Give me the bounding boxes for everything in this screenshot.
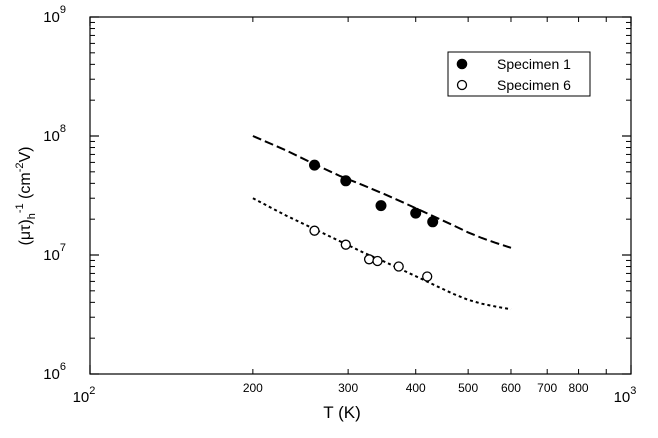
y-major-tick-label: 106 bbox=[43, 361, 66, 383]
data-points bbox=[309, 159, 439, 282]
data-point-series-2 bbox=[372, 255, 383, 267]
tick-exponent: 8 bbox=[60, 123, 66, 135]
plot-area bbox=[89, 16, 632, 375]
data-point-series-2 bbox=[309, 225, 320, 236]
x-minor-tick-label: 400 bbox=[406, 381, 426, 395]
y-label-part: (cm bbox=[17, 172, 34, 203]
data-point-series-2 bbox=[363, 254, 375, 265]
tick-base: 10 bbox=[614, 389, 631, 406]
x-minor-tick-label: 200 bbox=[243, 381, 263, 395]
axis-ticks bbox=[89, 16, 632, 375]
y-label-part: (μτ) bbox=[17, 219, 34, 245]
tick-exponent: 7 bbox=[60, 242, 66, 254]
tick-exponent: 6 bbox=[60, 361, 66, 373]
x-minor-tick-label: 700 bbox=[537, 381, 557, 395]
data-point-series-2 bbox=[393, 261, 404, 272]
y-major-tick-label: 109 bbox=[43, 4, 66, 26]
tick-exponent: 2 bbox=[89, 385, 95, 397]
y-label-subscript: h bbox=[26, 213, 38, 219]
data-point-series-2 bbox=[422, 271, 433, 282]
tick-base: 10 bbox=[43, 247, 60, 264]
tick-base: 10 bbox=[43, 128, 60, 145]
x-minor-tick-label: 800 bbox=[569, 381, 589, 395]
data-point-series-2 bbox=[340, 239, 351, 250]
tick-base: 10 bbox=[43, 366, 60, 383]
x-axis-label: T (K) bbox=[323, 403, 360, 422]
x-minor-tick-label: 500 bbox=[458, 381, 478, 395]
y-axis-label: (μτ)h-1 (cm-2V) bbox=[14, 147, 38, 246]
x-minor-tick-label: 600 bbox=[501, 381, 521, 395]
tick-base: 10 bbox=[73, 389, 90, 406]
tick-exponent: 9 bbox=[60, 4, 66, 16]
legend-label-specimen-1: Specimen 1 bbox=[497, 56, 571, 72]
y-major-tick-label: 107 bbox=[43, 242, 66, 264]
legend-box bbox=[447, 51, 591, 97]
tick-exponent: 3 bbox=[630, 385, 636, 397]
data-point-series-1 bbox=[309, 159, 320, 171]
legend: Specimen 1 Specimen 6 bbox=[447, 51, 591, 97]
y-major-tick-label: 108 bbox=[43, 123, 66, 145]
x-minor-tick-label: 300 bbox=[338, 381, 358, 395]
y-label-superscript: -2 bbox=[14, 163, 26, 173]
x-axis-label-text: T (K) bbox=[323, 403, 360, 422]
data-point-series-1 bbox=[375, 200, 387, 212]
legend-marker-specimen-1 bbox=[456, 58, 468, 70]
data-point-series-1 bbox=[340, 175, 352, 187]
tick-base: 10 bbox=[43, 9, 60, 26]
legend-label-specimen-6: Specimen 6 bbox=[497, 77, 571, 93]
data-point-series-1 bbox=[410, 207, 422, 219]
x-major-tick-label: 102 bbox=[73, 385, 96, 406]
legend-marker-specimen-6 bbox=[456, 79, 468, 91]
x-major-tick-label: 103 bbox=[614, 385, 637, 406]
data-point-series-1 bbox=[427, 216, 439, 228]
y-label-superscript: -1 bbox=[14, 203, 26, 213]
y-label-part: V) bbox=[17, 147, 34, 163]
